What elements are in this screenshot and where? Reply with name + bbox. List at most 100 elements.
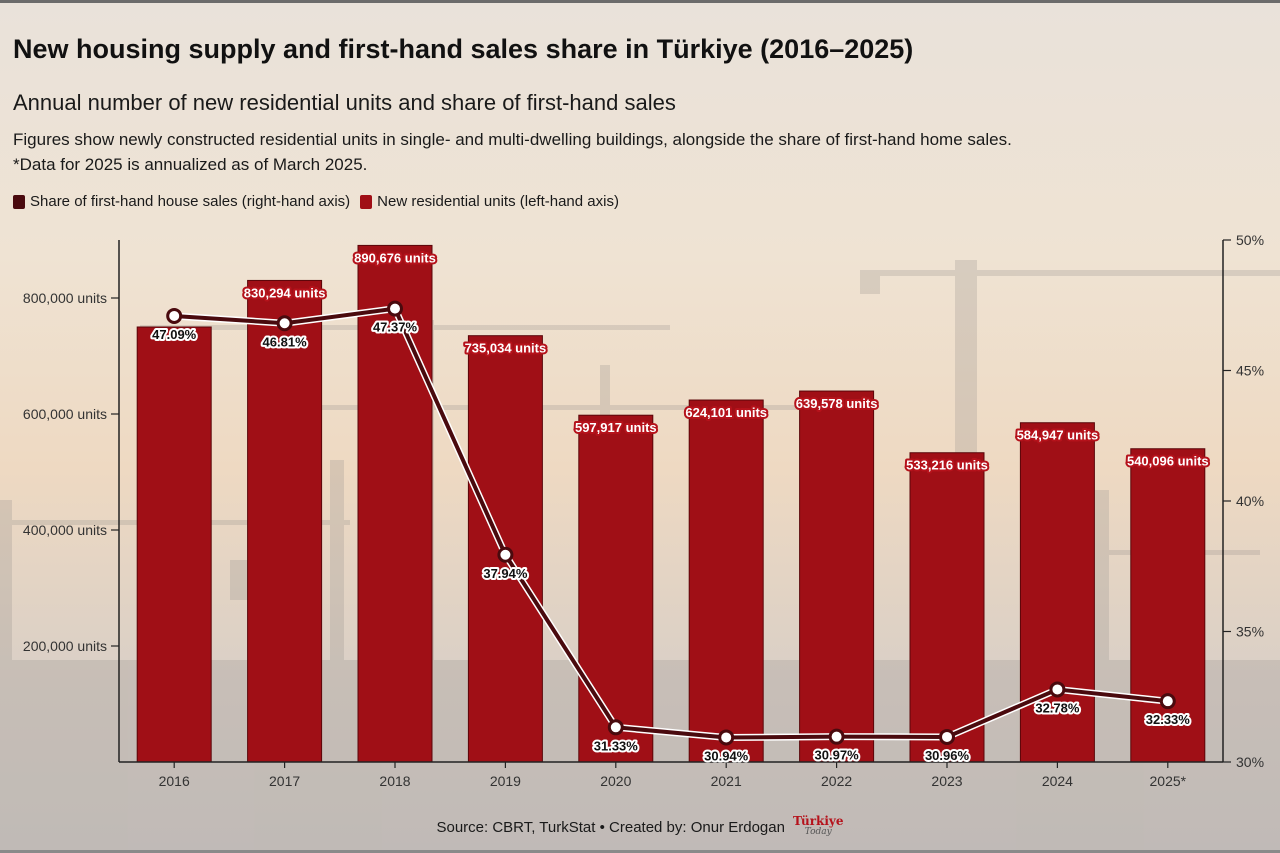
line-point-2017 <box>276 315 293 332</box>
right-tick-label: 45% <box>1236 363 1264 379</box>
line-label-2023: 30.96%30.96% <box>923 746 972 765</box>
line-label-2023-halo: 30.96% <box>925 748 970 763</box>
bar-label-2019-text: 735,034 units <box>465 341 547 356</box>
publisher-logo: Türkiye Today <box>792 814 844 838</box>
x-tick-label: 2016 <box>159 773 190 789</box>
line-label-2024-halo: 32.78% <box>1035 700 1080 715</box>
line-label-2024: 32.78%32.78% <box>1033 698 1082 717</box>
line-label-2017-text: 46.81% <box>263 334 308 349</box>
bar-series <box>136 244 1206 763</box>
top-border <box>0 0 1280 3</box>
bar-label-2017-text: 830,294 units <box>244 285 326 300</box>
bottom-border <box>0 850 1280 853</box>
line-label-2020: 31.33%31.33% <box>592 736 641 755</box>
x-tick-label: 2017 <box>269 773 300 789</box>
line-label-2019-text: 37.94% <box>483 566 528 581</box>
chart-axes: 200,000 units 400,000 units 600,000 units 8… <box>23 232 1264 789</box>
right-tick-label: 40% <box>1236 493 1264 509</box>
line-label-2019: 37.94%37.94% <box>481 564 530 583</box>
line-point-2016 <box>166 307 183 324</box>
line-label-2022-text: 30.97% <box>815 748 860 763</box>
x-tick-label: 2023 <box>931 773 962 789</box>
line-label-2018-text: 47.37% <box>373 320 418 335</box>
legend-label-bar: New residential units (left-hand axis) <box>377 193 619 210</box>
legend-swatch-bar <box>360 194 373 209</box>
bar-label-2020-text: 597,917 units <box>575 420 657 435</box>
x-tick-label: 2018 <box>379 773 410 789</box>
line-label-2017: 46.81%46.81% <box>261 332 310 351</box>
line-label-2023-text: 30.96% <box>925 748 970 763</box>
left-tick-label: 200,000 units <box>23 638 107 654</box>
line-label-2017-halo: 46.81% <box>263 334 308 349</box>
line-point-2024 <box>1049 681 1066 698</box>
right-tick-label: 30% <box>1236 754 1264 770</box>
bar-2020 <box>578 414 654 763</box>
line-label-2018-halo: 47.37% <box>373 320 418 335</box>
line-label-2025*-halo: 32.33% <box>1146 712 1191 727</box>
bar-2025* <box>1130 448 1206 763</box>
bar-2023 <box>909 452 985 763</box>
logo-text-bottom: Today <box>804 827 832 837</box>
left-tick-label: 800,000 units <box>23 290 107 306</box>
line-label-2021-text: 30.94% <box>704 748 749 763</box>
line-point-2023 <box>939 728 955 745</box>
chart-title: New housing supply and first-hand sales … <box>13 34 914 64</box>
line-series <box>166 300 1176 746</box>
bar-label-2022-halo: 639,578 units <box>796 396 878 411</box>
x-tick-label: 2024 <box>1042 773 1073 789</box>
line-point-2021 <box>718 729 735 746</box>
bar-2018 <box>357 244 433 763</box>
line-point-2022 <box>828 728 845 745</box>
bar-label-2024-text: 584,947 units <box>1017 428 1099 443</box>
bar-label-2022-text: 639,578 units <box>796 396 878 411</box>
line-point-2019 <box>497 546 514 563</box>
line-point-2025* <box>1159 693 1176 710</box>
x-tick-label: 2022 <box>821 773 852 789</box>
line-label-2016: 47.09%47.09% <box>150 325 199 344</box>
bar-2016 <box>136 326 212 763</box>
line-point-2020 <box>607 719 624 736</box>
bar-2017 <box>247 279 323 763</box>
bar-label-2018-halo: 890,676 units <box>354 250 436 265</box>
chart-description: Figures show newly constructed residenti… <box>13 127 1253 177</box>
bar-label-2021-halo: 624,101 units <box>685 405 767 420</box>
line-label-2020-text: 31.33% <box>594 738 639 753</box>
bar-label-2020-halo: 597,917 units <box>575 420 657 435</box>
line-label-2022-halo: 30.97% <box>815 748 860 763</box>
description-line-1: Figures show newly constructed residenti… <box>13 130 1012 149</box>
description-line-2: *Data for 2025 is annualized as of March… <box>13 155 368 174</box>
legend-swatch-line <box>13 194 25 209</box>
line-label-2022: 30.97%30.97% <box>813 746 862 765</box>
logo-text-top: Türkiye <box>792 814 844 828</box>
bar-2024 <box>1019 422 1095 763</box>
left-tick-label: 400,000 units <box>23 522 107 538</box>
line-label-2019-halo: 37.94% <box>483 566 528 581</box>
bar-label-2025*-halo: 540,096 units <box>1127 454 1209 469</box>
x-tick-label: 2020 <box>600 773 631 789</box>
x-tick-label: 2021 <box>711 773 742 789</box>
line-point-2018 <box>387 300 403 317</box>
x-tick-label: 2019 <box>490 773 521 789</box>
bar-2022 <box>799 390 875 763</box>
bar-label-2025*-text: 540,096 units <box>1127 454 1209 469</box>
line-label-2021: 30.94%30.94% <box>702 746 751 765</box>
bar-label-2021-text: 624,101 units <box>685 405 767 420</box>
chart-legend: Share of first-hand house sales (right-h… <box>13 193 629 210</box>
line-label-2016-text: 47.09% <box>152 327 197 342</box>
legend-item-bar: New residential units (left-hand axis) <box>360 193 619 210</box>
bar-label-2023-halo: 533,216 units <box>906 458 988 473</box>
right-tick-label: 35% <box>1236 624 1264 640</box>
left-tick-label: 600,000 units <box>23 406 107 422</box>
source-credit: Source: CBRT, TurkStat • Created by: Onu… <box>436 818 785 836</box>
line-series-path <box>174 306 1169 740</box>
bar-label-2024-halo: 584,947 units <box>1017 428 1099 443</box>
chart-subtitle: Annual number of new residential units a… <box>13 90 676 115</box>
